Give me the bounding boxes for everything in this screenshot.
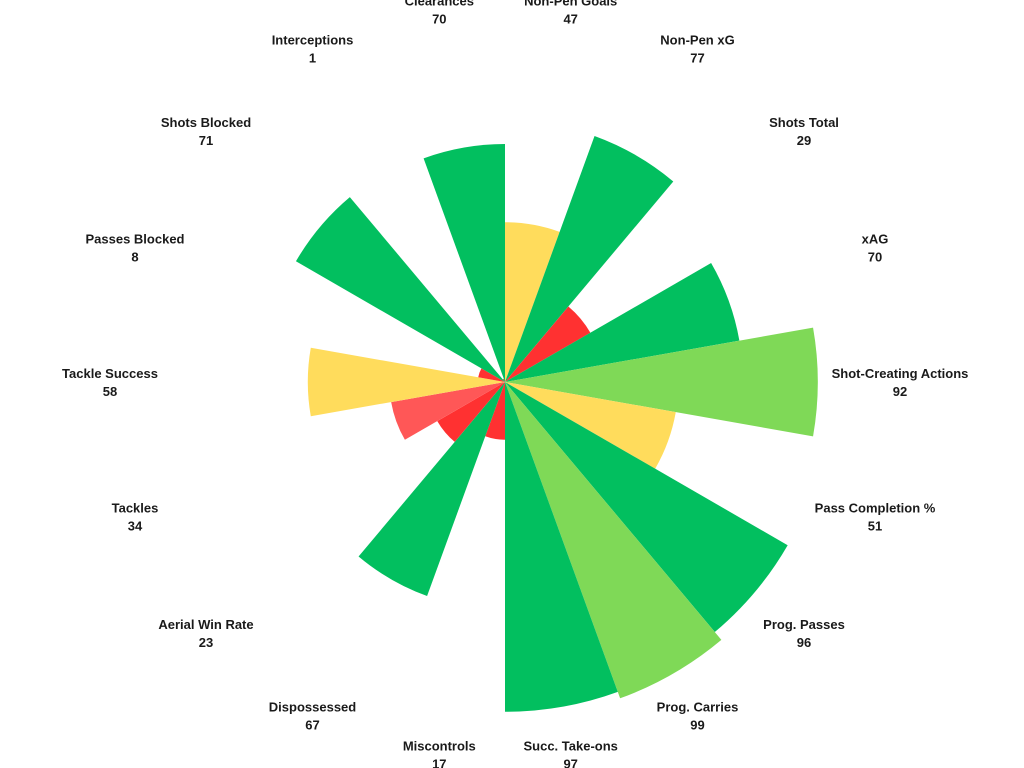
slice-label-tackle-success: Tackle Success xyxy=(62,366,158,381)
slice-interceptions xyxy=(502,378,505,382)
slice-label-prog-passes: Prog. Passes xyxy=(763,617,845,632)
slice-label-xag: xAG xyxy=(862,231,889,246)
slice-label-non-pen-xg: Non-Pen xG xyxy=(660,33,734,48)
slice-value-shots-total: 29 xyxy=(797,133,811,148)
slice-non-pen-goals xyxy=(505,222,560,382)
slice-label-clearances: Clearances xyxy=(405,0,474,8)
slice-value-tackles: 34 xyxy=(128,519,143,534)
slice-label-shots-blocked: Shots Blocked xyxy=(161,115,251,130)
slice-label-aerial-win-rate: Aerial Win Rate xyxy=(158,617,253,632)
slice-value-pass-completion: 51 xyxy=(868,519,882,534)
slice-value-passes-blocked: 8 xyxy=(131,249,138,264)
slice-label-tackles: Tackles xyxy=(112,501,159,516)
slice-value-succ-take-ons: 97 xyxy=(563,757,577,768)
slice-value-prog-carries: 99 xyxy=(690,717,704,732)
slice-label-succ-take-ons: Succ. Take-ons xyxy=(523,739,617,754)
slice-dispossessed xyxy=(358,382,505,597)
slice-value-miscontrols: 17 xyxy=(432,757,446,768)
slice-value-shot-creating-actions: 92 xyxy=(893,384,907,399)
slice-non-pen-xg xyxy=(505,135,674,382)
slice-value-interceptions: 1 xyxy=(309,51,316,66)
slice-label-passes-blocked: Passes Blocked xyxy=(85,231,184,246)
slice-aerial-win-rate xyxy=(437,382,505,442)
slice-label-dispossessed: Dispossessed xyxy=(269,699,356,714)
slice-xag xyxy=(505,263,740,382)
slice-value-tackle-success: 58 xyxy=(103,384,117,399)
slice-pass-completion xyxy=(505,382,676,469)
slice-shots-total xyxy=(505,306,591,382)
slice-shots-blocked xyxy=(295,197,505,382)
pie-slices xyxy=(295,135,818,712)
slice-clearances xyxy=(423,144,505,382)
slice-tackles xyxy=(391,382,505,440)
slice-value-non-pen-goals: 47 xyxy=(563,11,577,26)
slice-prog-passes xyxy=(505,382,788,633)
slice-value-aerial-win-rate: 23 xyxy=(199,635,213,650)
slice-miscontrols xyxy=(485,382,505,440)
slice-value-dispossessed: 67 xyxy=(305,717,319,732)
slice-label-interceptions: Interceptions xyxy=(272,33,354,48)
slice-label-non-pen-goals: Non-Pen Goals xyxy=(524,0,617,8)
slice-label-miscontrols: Miscontrols xyxy=(403,739,476,754)
slice-prog-carries xyxy=(505,382,722,699)
slice-value-prog-passes: 96 xyxy=(797,635,811,650)
pie-labels: Non-Pen Goals 47 Non-Pen xG 77 Shots Total 29… xyxy=(62,0,968,768)
slice-shot-creating-actions xyxy=(505,327,818,437)
slice-passes-blocked xyxy=(478,368,505,382)
slice-tackle-success xyxy=(307,347,505,417)
slice-label-pass-completion: Pass Completion % xyxy=(815,501,936,516)
slice-label-prog-carries: Prog. Carries xyxy=(657,699,739,714)
slice-value-clearances: 70 xyxy=(432,11,446,26)
slice-label-shots-total: Shots Total xyxy=(769,115,839,130)
slice-value-shots-blocked: 71 xyxy=(199,133,213,148)
slice-label-shot-creating-actions: Shot-Creating Actions xyxy=(832,366,969,381)
slice-value-non-pen-xg: 77 xyxy=(690,51,704,66)
slice-value-xag: 70 xyxy=(868,249,882,264)
slice-succ-take-ons xyxy=(505,382,618,712)
